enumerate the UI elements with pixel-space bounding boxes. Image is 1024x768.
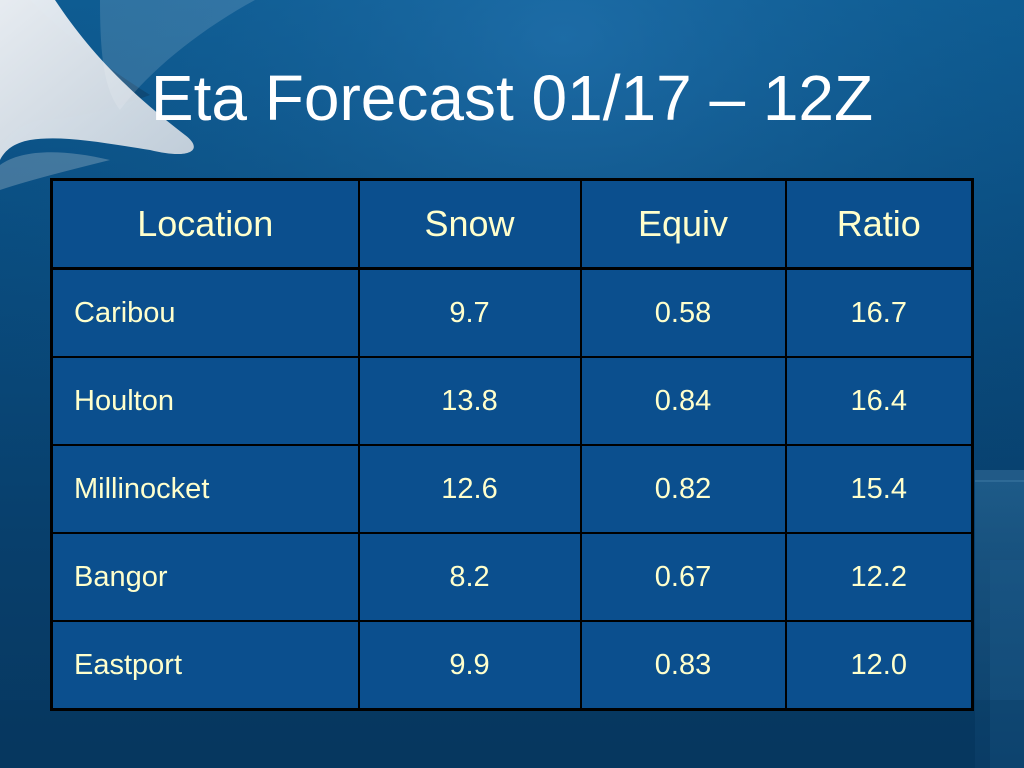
- skyline-graphic: [975, 470, 1024, 768]
- cell-ratio: 15.4: [784, 444, 974, 534]
- cell-location: Caribou: [50, 267, 360, 358]
- cell-ratio: 12.0: [784, 620, 974, 711]
- forecast-table: Location Snow Equiv Ratio Caribou 9.7 0.…: [50, 178, 974, 711]
- table-row: Eastport 9.9 0.83 12.0: [50, 620, 974, 711]
- cell-location: Eastport: [50, 620, 360, 711]
- table-row: Bangor 8.2 0.67 12.2: [50, 532, 974, 622]
- header-ratio: Ratio: [784, 178, 974, 270]
- cell-equiv: 0.67: [579, 532, 787, 622]
- cell-snow: 9.7: [357, 267, 582, 358]
- header-location: Location: [50, 178, 360, 270]
- cell-snow: 12.6: [357, 444, 582, 534]
- cell-snow: 9.9: [357, 620, 582, 711]
- cell-equiv: 0.58: [579, 267, 787, 358]
- slide-title: Eta Forecast 01/17 – 12Z: [150, 62, 874, 134]
- cell-ratio: 16.7: [784, 267, 974, 358]
- table-row: Houlton 13.8 0.84 16.4: [50, 356, 974, 446]
- cell-location: Millinocket: [50, 444, 360, 534]
- cell-ratio: 12.2: [784, 532, 974, 622]
- table-row: Caribou 9.7 0.58 16.7: [50, 267, 974, 358]
- cell-equiv: 0.83: [579, 620, 787, 711]
- cell-snow: 13.8: [357, 356, 582, 446]
- header-snow: Snow: [357, 178, 582, 270]
- header-equiv: Equiv: [579, 178, 787, 270]
- cell-snow: 8.2: [357, 532, 582, 622]
- cell-location: Houlton: [50, 356, 360, 446]
- cell-ratio: 16.4: [784, 356, 974, 446]
- cell-location: Bangor: [50, 532, 360, 622]
- cell-equiv: 0.84: [579, 356, 787, 446]
- table-header-row: Location Snow Equiv Ratio: [50, 178, 974, 270]
- forecast-table-container: Location Snow Equiv Ratio Caribou 9.7 0.…: [50, 178, 974, 711]
- cell-equiv: 0.82: [579, 444, 787, 534]
- table-row: Millinocket 12.6 0.82 15.4: [50, 444, 974, 534]
